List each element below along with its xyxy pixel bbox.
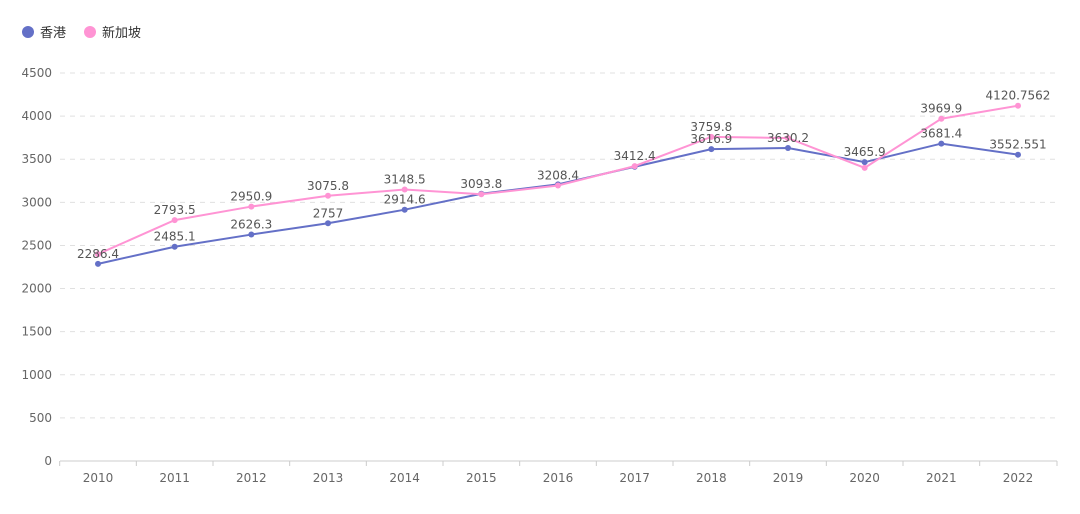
data-label: 2914.6	[384, 193, 426, 207]
x-tick-label: 2019	[773, 471, 804, 485]
legend: 香港 新加坡	[22, 22, 141, 41]
data-point	[401, 186, 408, 193]
legend-item-singapore[interactable]: 新加坡	[84, 22, 141, 41]
data-point	[95, 260, 101, 267]
data-point	[95, 251, 101, 258]
data-point	[1015, 102, 1021, 109]
data-point	[478, 191, 485, 198]
x-tick-label: 2014	[389, 471, 420, 485]
x-tick-label: 2015	[466, 471, 497, 485]
x-tick-label: 2010	[83, 471, 114, 485]
x-tick-label: 2016	[543, 471, 574, 485]
data-point	[785, 135, 791, 142]
y-tick-label: 1500	[21, 325, 52, 339]
data-label: 3093.8	[460, 177, 502, 191]
y-tick-label: 2000	[21, 282, 52, 296]
x-tick-label: 2017	[619, 471, 650, 485]
x-tick-label: 2022	[1003, 471, 1034, 485]
data-label: 3208.4	[537, 169, 579, 183]
data-label: 2757	[313, 206, 344, 220]
data-label: 3630.2	[767, 131, 809, 145]
data-point	[1015, 151, 1021, 158]
data-label: 3412.4	[614, 149, 656, 163]
y-tick-label: 4000	[21, 109, 52, 123]
y-tick-label: 3500	[21, 152, 52, 166]
y-tick-label: 1000	[21, 368, 52, 382]
y-tick-label: 4500	[21, 66, 52, 80]
data-point	[171, 243, 178, 250]
data-point	[248, 231, 255, 238]
data-point	[325, 192, 331, 199]
data-label: 3759.8	[690, 120, 732, 134]
data-label: 2286.4	[77, 247, 119, 261]
data-label: 4120.7562	[986, 89, 1051, 103]
legend-item-hongkong[interactable]: 香港	[22, 22, 66, 41]
data-label: 3148.5	[384, 173, 426, 187]
data-point	[708, 133, 715, 140]
data-point	[325, 220, 331, 227]
data-point	[861, 159, 868, 166]
x-tick-label: 2018	[696, 471, 727, 485]
legend-marker	[22, 25, 34, 38]
data-label: 3465.9	[844, 145, 886, 159]
y-tick-label: 500	[29, 411, 52, 425]
data-label: 2950.9	[230, 190, 272, 204]
data-point	[785, 144, 791, 151]
data-point	[401, 206, 408, 213]
data-point	[938, 140, 945, 147]
legend-marker	[84, 25, 97, 38]
x-tick-label: 2021	[926, 471, 957, 485]
data-label: 3969.9	[920, 102, 962, 116]
data-label: 2793.5	[154, 203, 196, 217]
data-label: 2626.3	[230, 218, 272, 232]
data-point	[938, 115, 945, 122]
data-label: 3552.551	[989, 138, 1046, 152]
data-label: 3616.9	[690, 132, 732, 146]
x-tick-label: 2013	[313, 471, 344, 485]
data-point	[861, 164, 868, 171]
data-point	[708, 146, 715, 153]
x-tick-label: 2011	[159, 471, 190, 485]
y-tick-label: 2500	[21, 238, 52, 252]
data-label: 3681.4	[920, 127, 962, 141]
y-tick-label: 3000	[21, 195, 52, 209]
data-point	[631, 163, 638, 170]
data-point	[171, 217, 178, 224]
y-tick-label: 0	[44, 454, 52, 468]
x-tick-label: 2020	[849, 471, 880, 485]
data-label: 2485.1	[154, 230, 196, 244]
data-label: 3075.8	[307, 179, 349, 193]
x-tick-label: 2012	[236, 471, 267, 485]
data-point	[248, 203, 255, 210]
data-point	[555, 182, 561, 189]
